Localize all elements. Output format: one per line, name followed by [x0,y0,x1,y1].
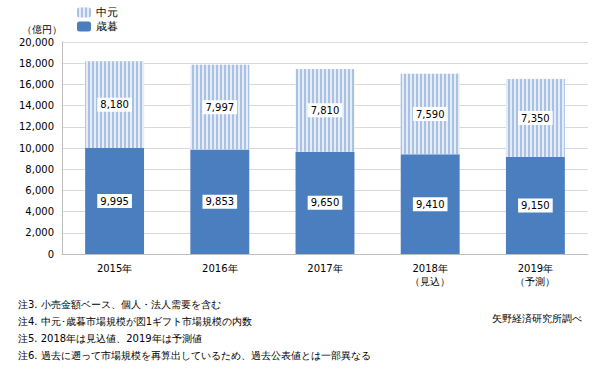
svg-text:2018年: 2018年 [412,263,447,274]
svg-text:2,000: 2,000 [25,227,54,238]
svg-text:7,590: 7,590 [416,109,445,120]
svg-text:注5. 2018年は見込値、2019年は予測値: 注5. 2018年は見込値、2019年は予測値 [18,333,202,344]
svg-text:9,995: 9,995 [100,196,129,207]
svg-text:2017年: 2017年 [307,263,342,274]
svg-text:8,000: 8,000 [25,164,54,175]
svg-text:7,997: 7,997 [205,102,234,113]
svg-text:注4. 中元･歳暮市場規模が図1ギフト市場規模の内数: 注4. 中元･歳暮市場規模が図1ギフト市場規模の内数 [18,316,252,327]
svg-text:歳暮: 歳暮 [96,20,118,33]
svg-text:9,150: 9,150 [521,200,550,211]
svg-text:（億円）: （億円） [22,24,62,35]
svg-text:6,000: 6,000 [25,185,54,196]
svg-text:7,350: 7,350 [521,113,550,124]
svg-text:8,180: 8,180 [100,99,129,110]
svg-text:0: 0 [48,249,54,260]
svg-text:2015年: 2015年 [97,263,132,274]
svg-text:9,410: 9,410 [416,199,445,210]
svg-text:注3. 小売金額ベース、個人・法人需要を含む: 注3. 小売金額ベース、個人・法人需要を含む [18,299,221,310]
svg-text:2016年: 2016年 [202,263,237,274]
svg-text:（見込）: （見込） [410,276,450,287]
svg-text:9,650: 9,650 [311,197,340,208]
svg-text:16,000: 16,000 [19,79,54,90]
svg-text:7,810: 7,810 [311,105,340,116]
svg-text:14,000: 14,000 [19,100,54,111]
svg-text:（予測）: （予測） [515,276,555,287]
svg-text:9,853: 9,853 [205,196,234,207]
svg-text:4,000: 4,000 [25,206,54,217]
svg-text:12,000: 12,000 [19,121,54,132]
svg-text:矢野経済研究所調べ: 矢野経済研究所調べ [492,313,582,324]
svg-text:注6. 過去に遡って市場規模を再算出しているため、過去公表値: 注6. 過去に遡って市場規模を再算出しているため、過去公表値とは一部異なる [18,350,371,361]
svg-text:18,000: 18,000 [19,58,54,69]
svg-text:2019年: 2019年 [518,263,553,274]
svg-text:中元: 中元 [96,6,118,19]
svg-text:10,000: 10,000 [19,143,54,154]
svg-text:20,000: 20,000 [19,37,54,48]
